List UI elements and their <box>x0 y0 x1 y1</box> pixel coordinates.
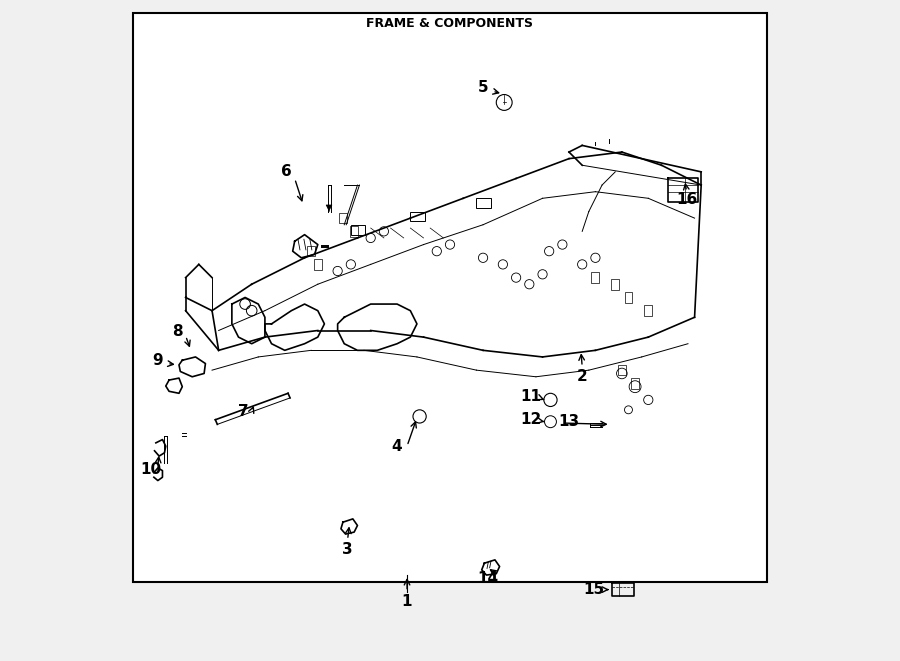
Bar <box>625 292 633 303</box>
Bar <box>307 246 315 256</box>
Text: 11: 11 <box>521 389 542 404</box>
Text: 12: 12 <box>521 412 542 427</box>
Text: FRAME & COMPONENTS: FRAME & COMPONENTS <box>366 17 534 30</box>
Text: 6: 6 <box>281 165 292 179</box>
Text: 15: 15 <box>583 582 605 597</box>
Text: 16: 16 <box>676 192 698 207</box>
Text: 4: 4 <box>392 439 402 453</box>
Bar <box>314 259 322 270</box>
Bar <box>631 378 639 389</box>
Bar <box>611 279 619 290</box>
Bar <box>350 226 358 237</box>
Bar <box>618 365 626 375</box>
Bar <box>339 213 346 223</box>
FancyBboxPatch shape <box>132 13 768 582</box>
Bar <box>476 198 491 208</box>
Text: 3: 3 <box>342 543 353 557</box>
Bar <box>410 212 425 221</box>
Text: 9: 9 <box>152 353 163 368</box>
Text: 7: 7 <box>238 404 249 418</box>
Text: 10: 10 <box>140 462 162 477</box>
Text: 13: 13 <box>558 414 580 428</box>
Bar <box>644 305 652 316</box>
Text: 5: 5 <box>478 80 489 95</box>
Bar <box>351 225 365 235</box>
Text: 14: 14 <box>478 571 499 586</box>
Text: 2: 2 <box>577 369 588 384</box>
Text: 1: 1 <box>401 594 412 609</box>
Text: 8: 8 <box>172 325 183 339</box>
Bar <box>591 272 599 283</box>
